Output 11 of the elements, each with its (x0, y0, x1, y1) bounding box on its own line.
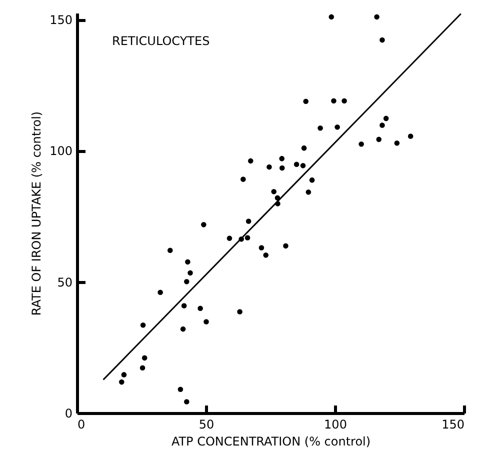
y-tick-label: 100 (50, 144, 72, 158)
y-tick-label: 0 (64, 406, 72, 420)
x-tick-label: 0 (78, 418, 86, 432)
y-axis-title: RATE OF IRON UPTAKE (% control) (30, 111, 44, 316)
x-axis-title: ATP CONCENTRATION (% control) (171, 434, 371, 448)
x-tick-label: 100 (324, 418, 347, 432)
y-tick-label: 50 (57, 275, 72, 290)
y-tick-label: 150 (50, 13, 72, 28)
x-tick-label: 50 (198, 418, 214, 432)
x-tick-label: 150 (442, 418, 464, 432)
annotation: RETICULOCYTES (112, 34, 210, 48)
